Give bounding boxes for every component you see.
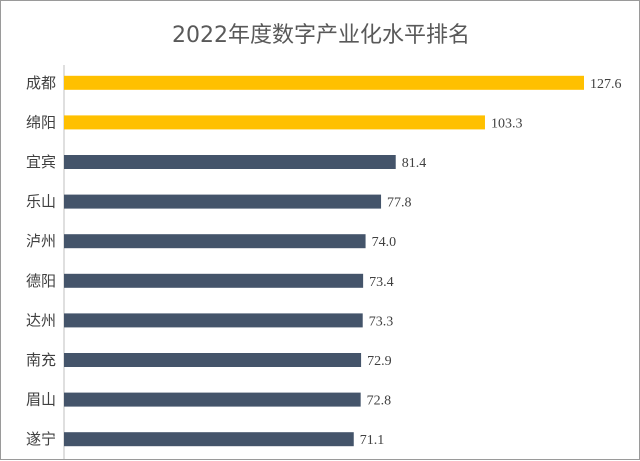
chart-title: 2022年度数字产业化水平排名 [172,23,470,48]
value-label: 77.8 [387,196,412,211]
bar-2 [64,155,396,169]
category-label: 乐山 [26,193,56,211]
bar-5 [64,273,364,288]
value-label: 103.3 [491,116,523,131]
category-label: 绵阳 [26,113,56,131]
value-label: 73.3 [369,314,394,329]
bar-1 [64,115,485,130]
category-label: 遂宁 [26,430,56,448]
category-label: 德阳 [26,272,56,290]
bar-6 [64,313,363,328]
value-label: 73.4 [369,275,394,290]
bar-0 [64,75,584,90]
bar-7 [64,353,362,367]
value-label: 74.0 [372,235,397,250]
bar-3 [64,194,382,209]
category-label: 泸州 [26,232,56,250]
category-label: 宜宾 [26,153,56,171]
bar-8 [64,392,361,407]
bar-4 [64,234,366,249]
category-label: 南充 [26,351,56,369]
value-label: 81.4 [402,156,427,171]
bar-9 [64,432,354,447]
category-label: 眉山 [26,391,56,409]
value-label: 72.8 [367,394,392,409]
value-label: 72.9 [367,354,392,369]
value-label: 127.6 [590,77,622,92]
value-label: 71.1 [360,433,385,448]
category-label: 成都 [26,74,56,92]
category-label: 达州 [26,311,56,329]
